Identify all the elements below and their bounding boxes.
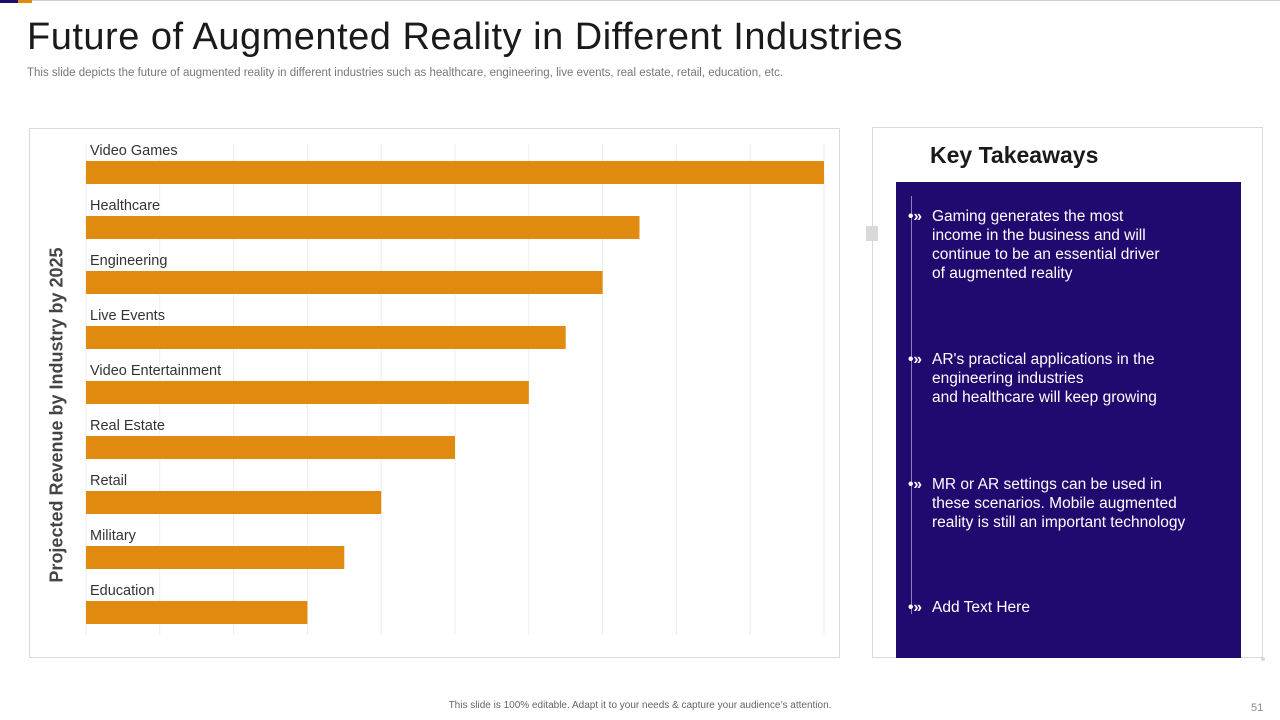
category-label: Education [90,583,155,599]
category-label: Healthcare [90,198,160,214]
category-label: Video Games [90,143,178,159]
bullet-marker-icon: •» [908,351,923,368]
bar [86,216,640,239]
category-label: Live Events [90,308,165,324]
takeaway-text: AR's practical applications in the engin… [932,351,1157,406]
category-label: Real Estate [90,418,165,434]
bullet-marker-icon: •» [908,208,923,225]
category-label: Retail [90,473,127,489]
slide-title: Future of Augmented Reality in Different… [27,16,904,58]
bar [86,381,529,404]
takeaway-text: Add Text Here [932,599,1030,616]
corner-dot [1261,657,1265,661]
category-label: Engineering [90,253,167,269]
chart-y-axis-label: Projected Revenue by Industry by 2025 [46,247,67,583]
bar [86,326,566,349]
takeaways-panel [896,182,1241,658]
decorative-tab [866,226,878,241]
category-label: Video Entertainment [90,363,221,379]
bar [86,161,824,184]
chart-frame [29,128,840,658]
bullet-marker-icon: •» [908,599,923,616]
slide-subtitle: This slide depicts the future of augment… [27,67,784,79]
bar [86,436,455,459]
bar [86,601,308,624]
category-label: Military [90,528,137,544]
takeaways-vertical-line [911,196,912,614]
bar [86,491,382,514]
takeaways-title: Key Takeaways [930,142,1099,168]
top-border-line [0,0,1280,1]
footer-note: This slide is 100% editable. Adapt it to… [448,700,832,711]
page-number: 51 [1251,702,1264,714]
bullet-marker-icon: •» [908,476,923,493]
bar [86,271,603,294]
bar [86,546,345,569]
takeaway-text: MR or AR settings can be used in these s… [932,476,1186,531]
takeaway-text: Gaming generates the most income in the … [932,208,1160,282]
corner-accent [0,0,32,3]
